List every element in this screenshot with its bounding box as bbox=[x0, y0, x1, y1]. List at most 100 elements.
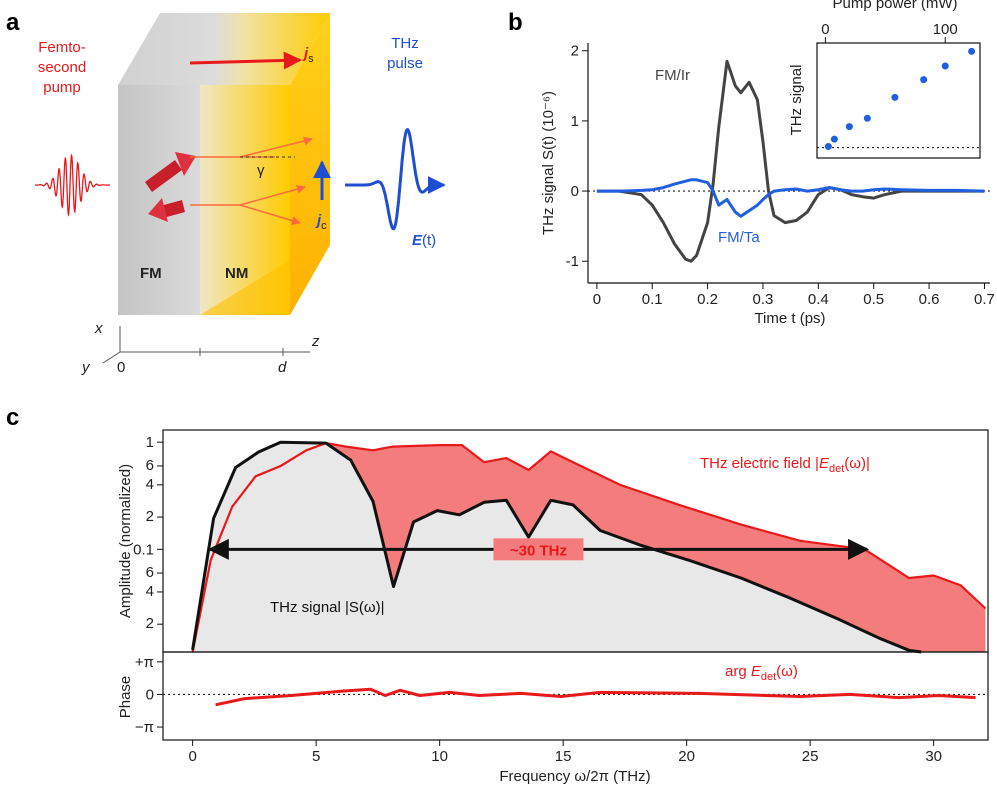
axis-name: z bbox=[311, 333, 320, 350]
bandwidth-label: ~30 THz bbox=[510, 542, 567, 559]
magnet-arrows bbox=[145, 152, 196, 222]
series-line bbox=[215, 687, 976, 707]
x-tick-label: 0.1 bbox=[642, 291, 663, 308]
pulse-label: THz pulse bbox=[387, 35, 423, 72]
spin-current-arrow bbox=[189, 51, 302, 70]
label-background bbox=[493, 538, 584, 561]
slab-top bbox=[118, 13, 330, 85]
current-subscript: c bbox=[321, 220, 327, 232]
y-tick-label: −π bbox=[135, 719, 154, 736]
label-part: det bbox=[761, 671, 776, 683]
current-symbol: j bbox=[302, 45, 309, 62]
series-label: THz electric field |Edet(ω)| bbox=[700, 455, 870, 475]
slab bbox=[118, 13, 330, 315]
x-tick-label: 25 bbox=[802, 748, 819, 765]
data-point bbox=[863, 114, 871, 122]
label-line: Femto- bbox=[38, 39, 86, 56]
y-tick-label: 4 bbox=[146, 476, 154, 493]
label-part: (ω) bbox=[776, 663, 798, 680]
data-point bbox=[941, 62, 949, 70]
y-axis bbox=[102, 351, 121, 364]
x-axis-label: Frequency ω/2π (THz) bbox=[499, 768, 650, 785]
panel-label: a bbox=[6, 9, 20, 36]
field-arg: (t) bbox=[422, 232, 436, 249]
magnet-head bbox=[148, 198, 168, 222]
y-tick-label: 1 bbox=[146, 434, 154, 451]
electron-path bbox=[239, 136, 313, 158]
x-tick-label: 0.3 bbox=[753, 291, 774, 308]
plot-frame bbox=[162, 651, 989, 741]
x-tick-label: 0.7 bbox=[974, 291, 995, 308]
y-tick-label: +π bbox=[135, 654, 154, 671]
plot-frame bbox=[816, 42, 981, 159]
y-tick-label: 6 bbox=[146, 564, 154, 581]
x-tick-label: 10 bbox=[431, 748, 448, 765]
y-tick-label: 2 bbox=[146, 508, 154, 525]
label-line: second bbox=[38, 59, 86, 76]
y-tick-label: 2 bbox=[571, 43, 579, 60]
x-tick-label: 0 bbox=[821, 21, 829, 38]
series-label: FM/Ta bbox=[718, 229, 760, 246]
y-tick-label: 0.1 bbox=[133, 541, 154, 558]
label-line: pump bbox=[43, 79, 81, 96]
coordinate-axes bbox=[102, 326, 310, 364]
label-part: E bbox=[751, 663, 762, 680]
x-tick-label: 20 bbox=[678, 748, 695, 765]
data-point bbox=[830, 135, 838, 143]
y-axis-label: Amplitude (normalized) bbox=[117, 464, 134, 618]
label-line: THz bbox=[391, 35, 419, 52]
series-line bbox=[596, 59, 985, 263]
series-line bbox=[596, 178, 985, 218]
field-symbol: E bbox=[412, 232, 423, 249]
series-label: arg Edet(ω) bbox=[725, 663, 798, 683]
data-point bbox=[845, 123, 853, 131]
y-axis-label: THz signal bbox=[788, 65, 805, 136]
series-label: THz signal |S(ω)| bbox=[270, 599, 385, 616]
x-tick-label: 0.6 bbox=[919, 291, 940, 308]
axis-thickness: d bbox=[278, 359, 287, 376]
panel-label: c bbox=[6, 404, 19, 431]
axis-name: y bbox=[81, 359, 91, 376]
y-tick-label: 0 bbox=[571, 183, 579, 200]
pump-label: Femto-second pump bbox=[38, 39, 86, 96]
label-part: arg bbox=[725, 663, 751, 680]
slab-edge bbox=[200, 260, 290, 315]
x-tick-label: 100 bbox=[933, 21, 958, 38]
slab-side bbox=[290, 13, 330, 315]
series-label: FM/Ir bbox=[655, 67, 690, 84]
panel-label: b bbox=[508, 9, 523, 36]
x-tick-label: 15 bbox=[555, 748, 572, 765]
js-label: js bbox=[302, 45, 314, 65]
current-symbol: j bbox=[315, 212, 322, 229]
y-tick-label: 2 bbox=[146, 615, 154, 632]
y-tick-label: 6 bbox=[146, 457, 154, 474]
label-part: det bbox=[829, 463, 844, 475]
label-line: pulse bbox=[387, 55, 423, 72]
y-tick-label: 4 bbox=[146, 583, 154, 600]
y-tick-label: 1 bbox=[571, 113, 579, 130]
nm-label: NM bbox=[225, 265, 248, 282]
x-tick-label: 0 bbox=[593, 291, 601, 308]
fm-label: FM bbox=[140, 265, 162, 282]
axis-origin: 0 bbox=[117, 359, 125, 376]
inset-background bbox=[817, 43, 980, 158]
x-tick-label: 30 bbox=[925, 748, 942, 765]
axis-name: x bbox=[94, 320, 103, 337]
thz-pulse bbox=[345, 127, 446, 231]
y-axis-label: Phase bbox=[117, 676, 134, 719]
label-part: E bbox=[819, 455, 830, 472]
x-tick-label: 0.4 bbox=[808, 291, 829, 308]
magnet-head bbox=[175, 152, 196, 176]
y-tick-label: -1 bbox=[566, 253, 579, 270]
x-tick-label: 5 bbox=[312, 748, 320, 765]
x-axis-label: Pump power (mW) bbox=[832, 0, 957, 12]
jc-label: jc bbox=[315, 212, 327, 232]
label-part: (ω)| bbox=[844, 455, 870, 472]
data-point bbox=[920, 76, 928, 84]
field-label: E(t) bbox=[412, 232, 436, 249]
y-tick-label: 0 bbox=[146, 686, 154, 703]
electron-path bbox=[239, 204, 301, 225]
data-point bbox=[824, 143, 832, 150]
data-point bbox=[968, 47, 976, 55]
